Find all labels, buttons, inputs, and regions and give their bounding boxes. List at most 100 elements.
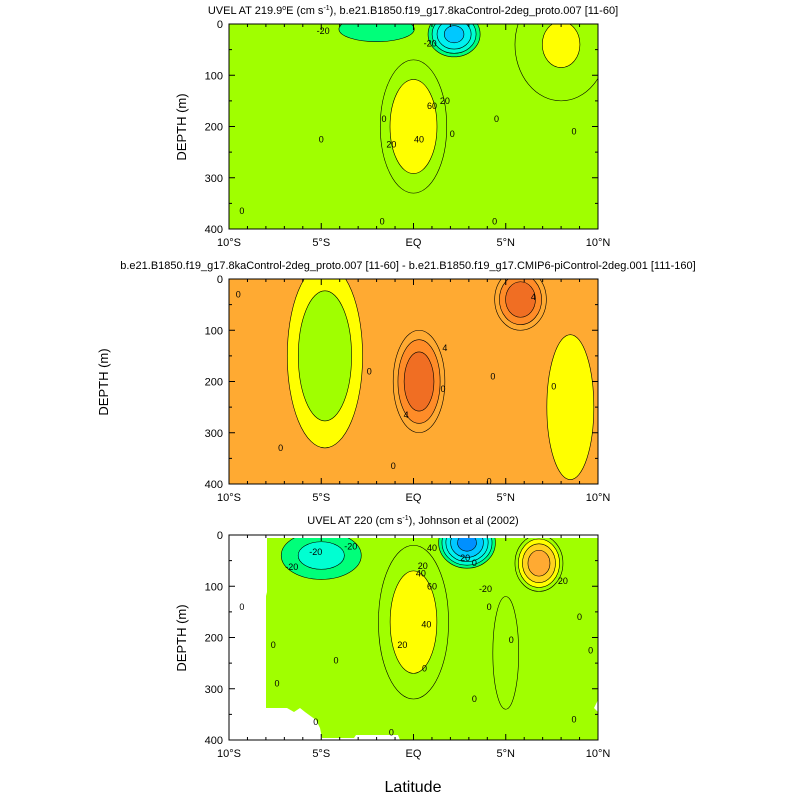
- panel-2: b.e21.B1850.f19_g17.8kaControl-2deg_prot…: [96, 260, 696, 504]
- contour-label: 0: [278, 443, 283, 453]
- panel-2-contour-band: [546, 334, 595, 480]
- contour-label: 0: [391, 461, 396, 471]
- y-tick-label: 100: [205, 70, 223, 82]
- panel-3-contour-band: [297, 541, 345, 570]
- x-tick-label: 10°N: [586, 748, 611, 760]
- contour-label: 0: [588, 645, 593, 655]
- contour-label: 60: [427, 101, 437, 111]
- panel-1-contour-band: [443, 25, 465, 44]
- x-tick-label: 10°S: [217, 237, 241, 249]
- contour-label: 0: [381, 114, 386, 124]
- contour-label: 40: [414, 134, 424, 144]
- contour-label: 0: [239, 206, 244, 216]
- contour-label: 0: [487, 476, 492, 486]
- y-tick-label: 400: [205, 479, 223, 491]
- contour-label: 0: [490, 371, 495, 381]
- y-tick-label: 0: [217, 19, 223, 31]
- y-tick-label: 400: [205, 224, 223, 236]
- contour-label: 20: [397, 640, 407, 650]
- panel-1-field: [229, 24, 598, 229]
- x-tick-label: EQ: [406, 748, 422, 760]
- contour-label: 40: [427, 543, 437, 553]
- contour-label: 4: [404, 410, 409, 420]
- x-tick-label: 5°S: [312, 237, 330, 249]
- x-tick-label: EQ: [406, 237, 422, 249]
- y-tick-label: 400: [205, 735, 223, 747]
- contour-label: -20: [309, 547, 322, 557]
- panel-3-contour-band: [457, 538, 477, 552]
- y-tick-label: 300: [205, 684, 223, 696]
- contour-label: 0: [389, 727, 394, 737]
- contour-label: 0: [577, 612, 582, 622]
- contour-label: 0: [450, 129, 455, 139]
- contour-label: 0: [509, 635, 514, 645]
- contour-label: 0: [472, 694, 477, 704]
- contour-label: 0: [441, 384, 446, 394]
- x-tick-label: 10°S: [217, 492, 241, 504]
- contour-label: -20: [344, 541, 357, 551]
- contour-label: 4: [531, 292, 536, 302]
- contour-label: 0: [334, 656, 339, 666]
- contour-label: 4: [442, 343, 447, 353]
- x-tick-label: 10°N: [586, 237, 611, 249]
- contour-label: 0: [572, 127, 577, 137]
- y-tick-label: 300: [205, 428, 223, 440]
- contour-label: 0: [551, 382, 556, 392]
- x-tick-label: 5°N: [497, 748, 516, 760]
- y-tick-label: 100: [205, 325, 223, 337]
- panel-2-title: b.e21.B1850.f19_g17.8kaControl-2deg_prot…: [120, 260, 695, 272]
- contour-label: 0: [422, 663, 427, 673]
- contour-label: 20: [386, 139, 396, 149]
- panel-3: UVEL AT 220 (cm s-1), Johnson et al (200…: [174, 515, 610, 760]
- panel-3-title: UVEL AT 220 (cm s-1), Johnson et al (200…: [307, 515, 518, 527]
- panel-1-contour-band: [338, 24, 415, 42]
- contour-label: 0: [274, 679, 279, 689]
- x-tick-label: 5°S: [312, 492, 330, 504]
- panel-3-contour-band: [527, 549, 551, 577]
- panel-1-contour-band: [389, 79, 438, 174]
- panel-2-contour-band: [505, 281, 536, 318]
- contour-label: 0: [487, 602, 492, 612]
- panel-2-contour-labels: 0 4 4 0 0 0 0 4 0 0 0: [236, 289, 557, 486]
- contour-label: 0: [472, 558, 477, 568]
- panel-3-contour-band: [389, 570, 438, 674]
- contour-label: 20: [460, 553, 470, 563]
- contour-label: 40: [421, 620, 431, 630]
- contour-label: 0: [492, 216, 497, 226]
- contour-label: -20: [424, 38, 437, 48]
- contour-label: 40: [416, 568, 426, 578]
- contour-label: -20: [479, 584, 492, 594]
- panel-1-contour-band: [541, 24, 581, 68]
- y-tick-label: 0: [217, 274, 223, 286]
- contour-label: 0: [239, 602, 244, 612]
- y-tick-label: 200: [205, 377, 223, 389]
- contour-label: 0: [319, 134, 324, 144]
- contour-label: 60: [427, 581, 437, 591]
- y-tick-label: 300: [205, 173, 223, 185]
- panel-2-y-axis-label: DEPTH (m): [96, 348, 111, 415]
- x-tick-label: EQ: [406, 492, 422, 504]
- contour-label: 0: [236, 289, 241, 299]
- x-tick-label: 5°N: [497, 492, 516, 504]
- contour-label: 0: [367, 366, 372, 376]
- contour-label: 20: [418, 561, 428, 571]
- x-tick-label: 5°N: [497, 237, 516, 249]
- contour-label: -20: [285, 562, 298, 572]
- panel-2-field: [229, 279, 598, 484]
- panel-1-y-axis-label: DEPTH (m): [174, 93, 189, 160]
- panel-3-y-axis-label: DEPTH (m): [174, 604, 189, 671]
- contour-label: 0: [380, 216, 385, 226]
- y-tick-label: 200: [205, 633, 223, 645]
- y-tick-label: 100: [205, 581, 223, 593]
- contour-label: 20: [440, 96, 450, 106]
- panel-3-contour-band: [492, 596, 519, 710]
- y-tick-label: 0: [217, 530, 223, 542]
- panel-1: UVEL AT 219.9oE (cm s-1), b.e21.B1850.f1…: [174, 5, 618, 249]
- x-tick-label: 10°S: [217, 748, 241, 760]
